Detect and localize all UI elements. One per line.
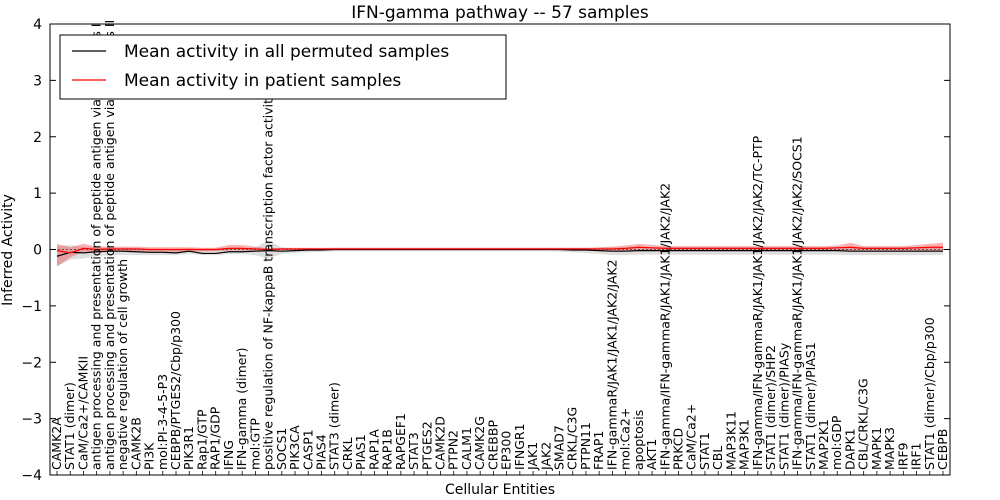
legend: Mean activity in all permuted samples Me… [59,34,507,100]
x-tick-label: CEBPB/PTGES2/Cbp/p300 [168,311,183,470]
x-tick-label: PIAS4 [313,434,328,470]
x-tick-label: PIK3R1 [181,426,196,470]
x-tick-label: IRF9 [895,442,910,470]
x-tick-label: antigen processing and presentation of p… [102,20,117,470]
legend-label-permuted: Mean activity in all permuted samples [124,42,449,62]
y-tick-label: 4 [33,17,42,33]
x-tick-label: negative regulation of cell growth [115,259,130,470]
x-tick-label: EP300 [499,431,514,470]
x-tick-label: MAP2K1 [816,419,831,470]
x-tick-label: CBL/CRKL/C3G [856,378,871,470]
chart-title: IFN-gamma pathway -- 57 samples [351,3,649,23]
legend-box [59,34,507,100]
x-tick-label: IFNG [221,440,236,470]
x-tick-label: PIK3CA [287,425,302,470]
legend-label-patient: Mean activity in patient samples [124,71,401,91]
x-tick-label: PIAS1 [353,434,368,470]
x-tick-label: mol:PI-3-4-5-P3 [155,374,170,470]
x-tick-label: PI3K [142,442,157,470]
x-tick-label: IFN-gamma/IFN-gammaR/JAK1/JAK1/JAK2/JAK2… [790,136,805,470]
x-tick-label: CRKL [340,437,355,470]
x-tick-label: STAT1 (dimer)/PIAS1 [803,342,818,470]
x-tick-label: IFN-gamma/IFN-gammaR/JAK1/JAK1/JAK2/JAK2… [750,135,765,470]
x-tick-label: STAT1 (dimer)/PIASy [776,342,791,470]
x-tick-label: CaM/Ca2+/CAMKII [75,356,90,470]
x-tick-label: JAK1 [525,442,540,471]
x-tick-label: Rap1/GTP [194,409,209,470]
x-tick-label: STAT1 (dimer)/Cbp/p300 [922,317,937,470]
series-lines [56,246,943,257]
x-tick-label: CAMK2B [128,417,143,470]
x-tick-label: CRKL/C3G [565,407,580,470]
x-tick-label: CBL [710,446,725,470]
x-tick-label: IFN-gamma (dimer) [234,348,249,471]
x-tick-label: antigen processing and presentation of p… [89,23,104,470]
plot-frame [49,23,951,476]
y-tick-label: 1 [33,186,42,202]
x-tick-label: JAK2 [538,442,553,471]
x-tick-label: FRAP1 [591,431,606,470]
x-tick-label: MAPK3 [882,427,897,470]
x-tick-label: IFNGR1 [512,423,527,470]
y-tick-label: 0 [33,243,42,259]
y-tick-label: 3 [33,73,42,89]
y-tick-label: −2 [21,355,42,371]
plot-area [50,240,950,267]
y-tick-label: −4 [21,468,42,484]
y-axis-label: Inferred Activity [0,194,16,306]
x-tick-label: PRKCD [671,428,686,470]
x-tick-label: mol:Ca2+ [618,408,633,470]
x-tick-label: CEBPB [935,429,950,470]
x-tick-label: STAT1 [697,432,712,470]
x-tick-label: IFN-gamma/IFN-gammaR/JAK1/JAK1/JAK2/JAK2 [657,183,672,470]
x-tick-label: IRF1 [909,442,924,470]
x-tick-label: RAP1B [380,429,395,470]
x-tick-label: CREBBP [485,420,500,470]
x-tick-label: CAMK2D [432,416,447,470]
x-tick-label: STAT1 (dimer) [62,382,77,470]
x-tick-label: IFN-gammaR/JAK1/JAK1/JAK2/JAK2 [604,259,619,470]
band-permuted [57,240,943,267]
x-tick-label: DAPK1 [842,428,857,470]
x-tick-label: MAPK1 [869,427,884,470]
x-tick-label: RAPGEF1 [393,413,408,470]
x-tick-label: STAT1 (dimer)/SHP2 [763,345,778,470]
x-tick-label: MAP3K1 [737,419,752,470]
y-axis: −4 −3 −2 −1 0 1 2 3 4 [21,17,950,484]
x-tick-label: CAMK2A [49,417,64,470]
y-tick-label: 2 [33,130,42,146]
line-patient [56,246,943,254]
x-tick-label: mol:GTP [247,418,262,470]
x-tick-label: SMAD7 [552,425,567,470]
x-tick-label: PTPN2 [446,430,461,470]
x-tick-label: STAT3 (dimer) [327,382,342,470]
x-tick-label: CAMK2G [472,416,487,470]
y-tick-label: −3 [21,412,42,428]
x-tick-label: PTGES2 [419,421,434,470]
x-tick-label: mol:GDP [829,415,844,470]
y-tick-label: −1 [21,299,42,315]
x-axis-label: Cellular Entities [445,482,555,498]
x-tick-label: positive regulation of NF-kappaB transcr… [261,91,276,470]
x-tick-label: AKT1 [644,439,659,470]
x-tick-label: SOCS1 [274,428,289,470]
x-tick-label: RAP1A [366,429,381,470]
x-tick-label: CALM1 [459,427,474,470]
x-tick-label: CASP1 [300,429,315,470]
x-tick-label: MAP3K11 [723,411,738,470]
x-tick-label: PTPN11 [578,422,593,470]
x-tick-label: RAP1/GDP [208,406,223,470]
x-tick-label: apoptosis [631,410,646,470]
x-tick-label: STAT3 [406,432,421,470]
x-tick-label: CaM/Ca2+ [684,404,699,470]
